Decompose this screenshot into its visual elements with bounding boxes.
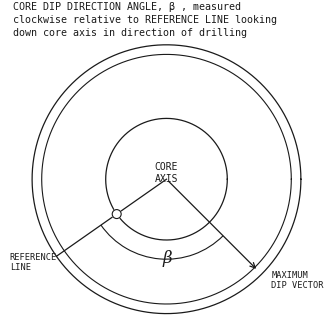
Circle shape [112, 210, 121, 219]
Text: REFERENCE
LINE: REFERENCE LINE [10, 253, 57, 272]
Text: CORE DIP DIRECTION ANGLE, β , measured
clockwise relative to REFERENCE LINE look: CORE DIP DIRECTION ANGLE, β , measured c… [13, 2, 277, 38]
Text: CORE
AXIS: CORE AXIS [155, 162, 178, 184]
Text: β: β [163, 250, 172, 267]
Text: MAXIMUM
DIP VECTOR: MAXIMUM DIP VECTOR [271, 271, 324, 290]
